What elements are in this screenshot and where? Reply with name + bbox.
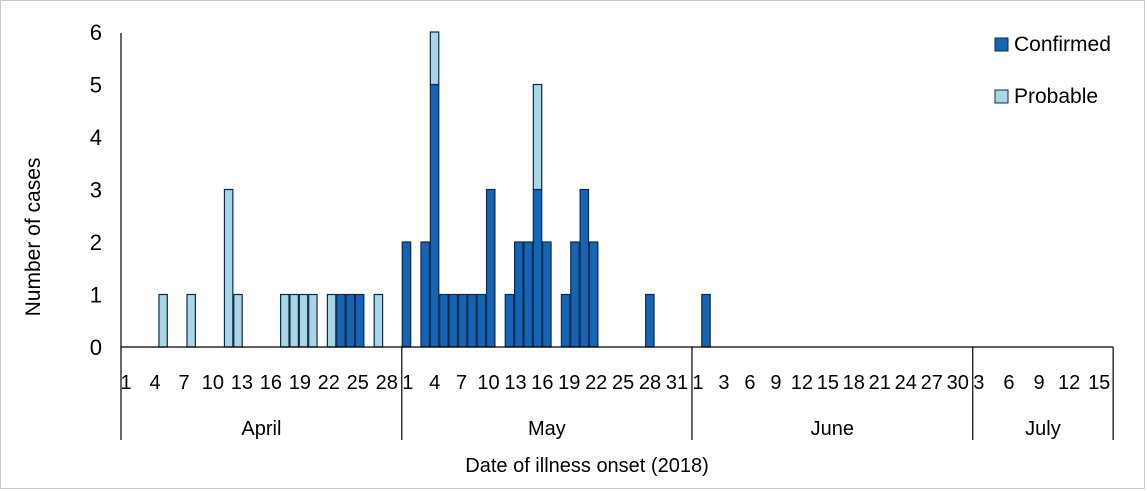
x-tick-label: 9 (770, 372, 781, 394)
x-tick-label: 18 (843, 372, 865, 394)
bar-confirmed-may-6 (448, 293, 459, 348)
y-tick-label: 5 (90, 73, 102, 98)
x-tick-label: 16 (260, 372, 282, 394)
bar-confirmed-may-20 (579, 188, 590, 348)
x-tick-label: 12 (791, 372, 813, 394)
legend-label-probable: Probable (1014, 85, 1098, 108)
x-tick-label: 30 (947, 372, 969, 394)
bar-confirmed-jun-2 (701, 293, 711, 348)
x-tick-label: 19 (289, 372, 311, 394)
x-tick-label: 7 (456, 372, 467, 394)
x-tick-label: 28 (639, 372, 661, 394)
legend-swatch-probable (994, 89, 1009, 104)
bar-confirmed-may-18 (560, 293, 571, 348)
y-tick-label: 0 (90, 335, 102, 360)
bar-confirmed-may-4 (429, 83, 440, 348)
bars-layer (158, 31, 711, 348)
bar-probable-apr-21 (308, 293, 318, 348)
x-tick-label: 21 (869, 372, 891, 394)
x-tick-label: 31 (666, 372, 688, 394)
x-tick-label: 19 (558, 372, 580, 394)
x-tick-label: 6 (1003, 372, 1014, 394)
x-tick-label: 10 (202, 372, 224, 394)
bar-confirmed-may-8 (467, 293, 477, 348)
x-tick-label: 15 (817, 372, 839, 394)
bar-confirmed-may-10 (485, 188, 496, 348)
bar-probable-apr-5 (158, 293, 168, 348)
x-tick-label: 25 (612, 372, 634, 394)
x-tick-label: 4 (149, 372, 160, 394)
x-axis-title: Date of illness onset (2018) (465, 455, 708, 477)
bar-confirmed-may-5 (439, 293, 449, 348)
x-tick-label: 10 (477, 372, 499, 394)
bar-confirmed-may-14 (523, 241, 533, 348)
bar-probable-apr-23 (326, 293, 337, 348)
month-label-june: June (811, 418, 854, 440)
bar-probable-may-15 (532, 83, 543, 191)
bar-probable-may-4 (429, 31, 440, 86)
bar-probable-apr-28 (373, 293, 384, 348)
legend-label-confirmed: Confirmed (1014, 33, 1111, 56)
bar-confirmed-may-19 (570, 241, 580, 348)
bar-confirmed-may-13 (513, 241, 524, 348)
legend-swatch-confirmed (994, 37, 1009, 52)
bar-probable-apr-20 (298, 293, 309, 348)
month-label-april: April (241, 418, 281, 440)
x-tick-label: 25 (347, 372, 369, 394)
y-tick-label: 4 (90, 125, 102, 150)
x-tick-label: 28 (376, 372, 398, 394)
x-tick-label: 7 (178, 372, 189, 394)
bar-confirmed-apr-26 (354, 293, 365, 348)
legend: Confirmed Probable (994, 33, 1111, 108)
bar-probable-apr-8 (186, 293, 196, 348)
y-tick-label: 3 (90, 178, 102, 203)
bar-probable-apr-13 (233, 293, 243, 348)
x-tick-label: 27 (921, 372, 943, 394)
bar-probable-apr-18 (280, 293, 290, 348)
bar-confirmed-may-15 (532, 188, 543, 348)
x-tick-label: 22 (318, 372, 340, 394)
x-tick-label: 13 (504, 372, 526, 394)
y-tick-label: 6 (90, 20, 102, 45)
x-tick-label: 16 (531, 372, 553, 394)
y-tick-label: 1 (90, 283, 102, 308)
y-axis-title: Number of cases (22, 158, 45, 317)
bar-confirmed-may-12 (504, 293, 515, 348)
x-tick-label: 3 (718, 372, 729, 394)
month-label-may: May (528, 418, 566, 440)
bar-probable-apr-12 (223, 188, 234, 348)
x-tick-label: 22 (585, 372, 607, 394)
x-tick-label: 1 (402, 372, 413, 394)
x-tick-label: 12 (1058, 372, 1080, 394)
x-tick-label: 24 (895, 372, 917, 394)
bar-probable-apr-19 (289, 293, 299, 348)
bar-confirmed-may-9 (476, 293, 487, 348)
x-tick-label: 6 (744, 372, 755, 394)
x-tick-label: 13 (231, 372, 253, 394)
x-tick-label: 9 (1033, 372, 1044, 394)
bar-confirmed-may-21 (588, 241, 599, 348)
bar-confirmed-may-1 (401, 241, 412, 348)
x-tick-label: 3 (973, 372, 984, 394)
bar-confirmed-may-27 (645, 293, 655, 348)
x-tick-label: 15 (1088, 372, 1110, 394)
bar-confirmed-apr-25 (345, 293, 356, 348)
month-label-july: July (1025, 418, 1061, 440)
bar-confirmed-may-16 (542, 241, 552, 348)
bar-confirmed-apr-24 (336, 293, 346, 348)
y-tick-label: 2 (90, 230, 102, 255)
bar-confirmed-may-3 (420, 241, 430, 348)
x-tick-label: 4 (429, 372, 440, 394)
bar-confirmed-may-7 (457, 293, 468, 348)
x-tick-label: 1 (692, 372, 703, 394)
x-tick-label: 1 (120, 372, 131, 394)
